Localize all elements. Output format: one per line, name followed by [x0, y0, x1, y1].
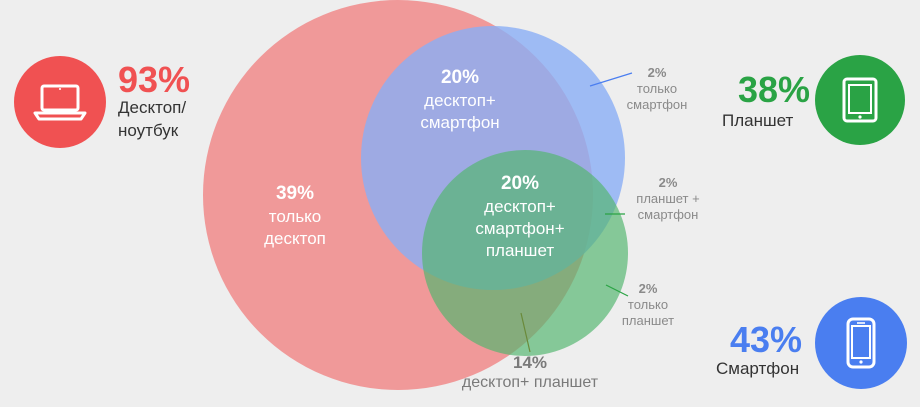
smartphone-only-line2: смартфон: [626, 97, 688, 112]
label-desktop-smartphone: 20% десктоп+ смартфон: [400, 66, 520, 134]
smartphone-icon: [846, 317, 876, 369]
tablet-smartphone-line2: смартфон: [637, 207, 699, 222]
leader-desktop-tablet: [520, 312, 531, 353]
smartphone-badge: [815, 297, 907, 389]
label-all-three: 20% десктоп+ смартфон+ планшет: [460, 172, 580, 262]
leader-tablet-only: [605, 284, 629, 297]
desktop-only-line2: десктоп: [264, 229, 326, 248]
smartphone-percent: 43%: [730, 319, 803, 360]
tablet-smartphone-line1: планшет +: [636, 191, 700, 206]
desktop-percent: 93%: [118, 59, 191, 100]
label-tablet-smartphone: 2% планшет + смартфон: [626, 174, 710, 223]
smartphone-only-percent: 2%: [647, 65, 667, 80]
desktop-only-percent: 39%: [275, 183, 315, 204]
desktop-smartphone-line2: смартфон: [420, 113, 500, 132]
leader-smartphone-only: [589, 72, 633, 87]
smartphone-label: Смартфон: [716, 359, 800, 378]
desktop-tablet-percent: 14%: [512, 353, 548, 372]
desktop-badge: [14, 56, 106, 148]
laptop-icon: [33, 84, 87, 121]
tablet-circle: [422, 150, 628, 356]
desktop-only-line1: только: [268, 207, 322, 226]
label-desktop-only: 39% только десктоп: [240, 182, 350, 250]
tablet-only-line2: планшет: [621, 313, 675, 328]
desktop-tablet-label: десктоп+ планшет: [461, 374, 599, 391]
tablet-label: Планшет: [722, 111, 794, 130]
label-desktop-tablet: 14% десктоп+ планшет: [445, 352, 615, 393]
tablet-only-percent: 2%: [638, 281, 658, 296]
smartphone-only-line1: только: [636, 81, 678, 96]
desktop-label-line1: Десктоп/: [118, 98, 187, 117]
desktop-smartphone-percent: 20%: [440, 67, 480, 88]
label-smartphone-only: 2% только смартфон: [618, 64, 696, 113]
tablet-smartphone-percent: 2%: [658, 175, 678, 190]
all-three-line2: смартфон+: [475, 219, 565, 238]
tablet-icon: [842, 77, 878, 123]
tablet-percent: 38%: [738, 69, 811, 110]
label-tablet-only: 2% только планшет: [612, 280, 684, 329]
all-three-line1: десктоп+: [484, 197, 556, 216]
all-three-line3: планшет: [485, 241, 555, 260]
desktop-label-line2: ноутбук: [118, 121, 179, 140]
all-three-percent: 20%: [500, 173, 540, 194]
desktop-smartphone-line1: десктоп+: [424, 91, 496, 110]
tablet-only-line1: только: [627, 297, 669, 312]
tablet-badge: [815, 55, 905, 145]
